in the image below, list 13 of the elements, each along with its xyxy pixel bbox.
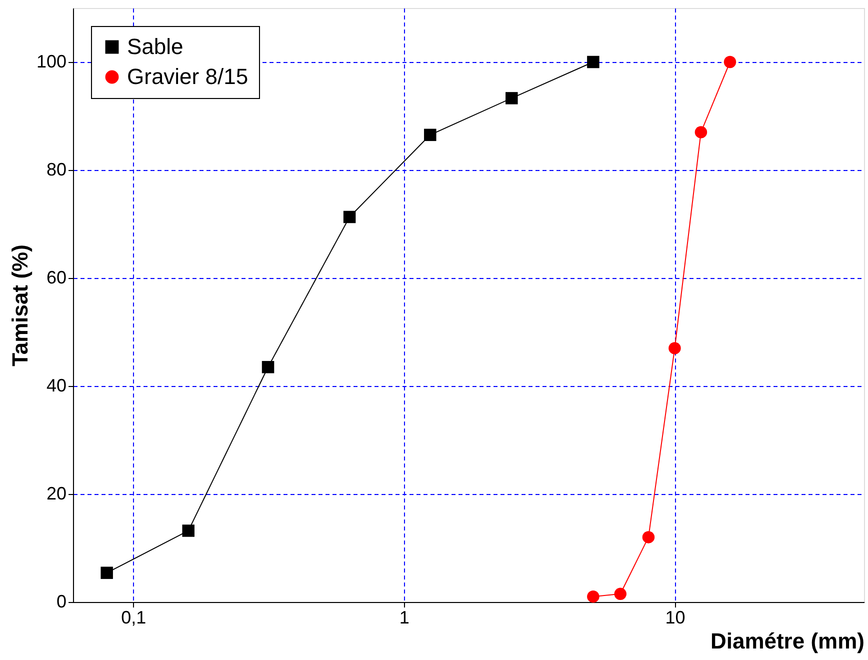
y-axis-title: Tamisat (%) (7, 244, 32, 366)
x-tick-label: 0,1 (121, 608, 146, 628)
y-tick-label: 60 (46, 268, 66, 288)
x-tick-label: 10 (665, 608, 686, 628)
y-tick-label: 20 (46, 484, 66, 504)
x-tick-label: 1 (399, 608, 410, 628)
legend-label: Gravier 8/15 (127, 64, 248, 89)
y-tick-label: 40 (46, 376, 66, 396)
y-tick-label: 0 (56, 592, 66, 612)
y-tick-label: 80 (46, 160, 66, 180)
legend-label: Sable (127, 34, 184, 59)
x-axis-title: Diamétre (mm) (710, 628, 864, 654)
y-tick-label: 100 (36, 52, 66, 72)
